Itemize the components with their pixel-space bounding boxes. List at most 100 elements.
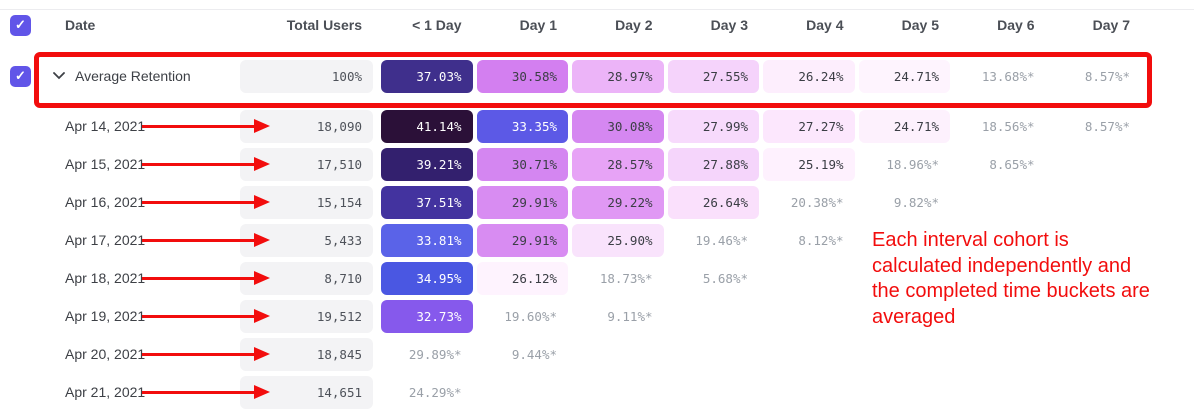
retention-cell: 24.71% — [858, 57, 954, 95]
retention-cell — [953, 373, 1049, 409]
total-users-cell: 100% — [240, 59, 380, 93]
retention-cell: 27.27% — [762, 107, 858, 145]
retention-value: 25.90% — [572, 223, 664, 257]
retention-cell: 25.19% — [762, 145, 858, 183]
retention-cell: 29.91% — [476, 183, 572, 221]
retention-cell: 28.97% — [571, 57, 667, 95]
retention-value: 39.21% — [381, 147, 473, 181]
retention-value-incomplete: 18.73%* — [599, 270, 653, 286]
total-users-value: 18,845 — [240, 337, 373, 371]
retention-cell — [762, 297, 858, 335]
cohort-date-label: Apr 19, 2021 — [65, 308, 146, 324]
total-users-value: 5,433 — [240, 223, 373, 257]
retention-value: 29.91% — [476, 223, 568, 257]
retention-value-incomplete: 13.68%* — [981, 68, 1035, 84]
retention-cell: 33.81% — [380, 221, 476, 259]
total-users-cell: 19,512 — [240, 299, 380, 333]
retention-cell: 26.24% — [762, 57, 858, 95]
retention-cell: 26.12% — [476, 259, 572, 297]
retention-value-incomplete: 5.68%* — [702, 270, 748, 286]
retention-value: 41.14% — [381, 109, 473, 143]
table-row[interactable]: Apr 14, 2021 18,090 41.14% 33.35% 30.08% 27.9… — [0, 107, 1194, 145]
total-users-value: 15,154 — [240, 185, 373, 219]
table-row[interactable]: Apr 15, 2021 17,510 39.21% 30.71% 28.57% 27.8… — [0, 145, 1194, 183]
retention-value-incomplete: 18.96%* — [886, 156, 939, 172]
retention-cell: 8.12%* — [762, 221, 858, 259]
retention-cell: 30.08% — [571, 107, 667, 145]
retention-value: 29.91% — [476, 185, 568, 219]
retention-value-incomplete: 18.56%* — [981, 118, 1035, 134]
retention-cell — [667, 297, 763, 335]
table-row[interactable]: Apr 19, 2021 19,512 32.73% 19.60%* 9.11%* — [0, 297, 1194, 335]
row-label-cell: Apr 14, 2021 — [44, 118, 240, 134]
annotation-note: Each interval cohort is calculated indep… — [872, 229, 1150, 328]
retention-cell: 24.71% — [858, 107, 954, 145]
retention-cell: 27.55% — [667, 57, 763, 95]
retention-cell: 29.22% — [571, 183, 667, 221]
retention-cell — [571, 335, 667, 373]
retention-cell: 34.95% — [380, 259, 476, 297]
column-header-1-day: < 1 Day — [412, 17, 462, 33]
column-header-day-1: Day 1 — [519, 17, 557, 33]
retention-value-incomplete: 8.57%* — [1084, 68, 1130, 84]
row-checkbox-cell: ✓ — [8, 65, 44, 87]
cohort-date-label: Apr 15, 2021 — [65, 156, 146, 172]
retention-value: 27.99% — [667, 109, 759, 143]
table-row[interactable]: Apr 16, 2021 15,154 37.51% 29.91% 29.22% 26.6… — [0, 183, 1194, 221]
retention-value: 33.35% — [476, 109, 568, 143]
retention-cell: 18.73%* — [571, 259, 667, 297]
table-row[interactable]: Apr 20, 2021 18,845 29.89%* 9.44%* — [0, 335, 1194, 373]
total-users-cell: 18,090 — [240, 109, 380, 143]
retention-cell: 29.89%* — [380, 335, 476, 373]
retention-value: 27.55% — [667, 59, 759, 93]
retention-cell: 8.57%* — [1049, 57, 1145, 95]
column-header-total-users: Total Users — [286, 17, 362, 33]
total-users-cell: 18,845 — [240, 337, 380, 371]
total-users-cell: 17,510 — [240, 147, 380, 181]
retention-cell: 37.03% — [380, 57, 476, 95]
retention-value: 27.27% — [763, 109, 855, 143]
retention-cell: 8.65%* — [953, 145, 1049, 183]
table-row[interactable]: Apr 18, 2021 8,710 34.95% 26.12% 18.73%* 5.68… — [0, 259, 1194, 297]
total-users-value: 18,090 — [240, 109, 373, 143]
retention-cell: 32.73% — [380, 297, 476, 335]
row-label-cell: Apr 19, 2021 — [44, 308, 240, 324]
retention-cell — [858, 335, 954, 373]
retention-cell: 30.58% — [476, 57, 572, 95]
row-label-cell: Apr 18, 2021 — [44, 270, 240, 286]
retention-cell — [953, 335, 1049, 373]
table-row[interactable]: Apr 21, 2021 14,651 24.29%* — [0, 373, 1194, 409]
cohort-date-label: Apr 21, 2021 — [65, 384, 146, 400]
retention-cell: 19.60%* — [476, 297, 572, 335]
retention-cell: 29.91% — [476, 221, 572, 259]
total-users-value: 17,510 — [240, 147, 373, 181]
total-users-value: 100% — [240, 59, 373, 93]
row-label-cell: Apr 20, 2021 — [44, 346, 240, 362]
select-all-checkbox[interactable]: ✓ — [10, 14, 31, 36]
retention-cell: 9.11%* — [571, 297, 667, 335]
retention-cell — [858, 373, 954, 409]
retention-value-incomplete: 8.12%* — [798, 232, 844, 248]
retention-cell: 18.96%* — [858, 145, 954, 183]
retention-value: 30.71% — [476, 147, 568, 181]
table-row[interactable]: Apr 17, 2021 5,433 33.81% 29.91% 25.90% 19.46… — [0, 221, 1194, 259]
retention-value: 30.58% — [476, 59, 568, 93]
row-label-cell: Apr 15, 2021 — [44, 156, 240, 172]
retention-value: 26.64% — [667, 185, 759, 219]
retention-value: 24.71% — [858, 59, 950, 93]
retention-value-incomplete: 29.89%* — [408, 346, 462, 362]
table-row-average-retention[interactable]: ✓ Average Retention 100% 37.03% 30.58% 28.97%… — [0, 57, 1194, 95]
chevron-down-icon[interactable] — [53, 72, 75, 80]
total-users-value: 14,651 — [240, 375, 373, 409]
row-label-cell: Apr 17, 2021 — [44, 232, 240, 248]
retention-cell: 13.68%* — [953, 57, 1049, 95]
total-users-value: 8,710 — [240, 261, 373, 295]
retention-cell: 5.68%* — [667, 259, 763, 297]
cohort-date-label: Apr 16, 2021 — [65, 194, 146, 210]
retention-cell: 28.57% — [571, 145, 667, 183]
column-header-day-4: Day 4 — [806, 17, 844, 33]
row-checkbox[interactable]: ✓ — [10, 65, 31, 87]
retention-cell: 26.64% — [667, 183, 763, 221]
column-header-day-7: Day 7 — [1092, 17, 1130, 33]
cohort-date-label: Apr 20, 2021 — [65, 346, 146, 362]
